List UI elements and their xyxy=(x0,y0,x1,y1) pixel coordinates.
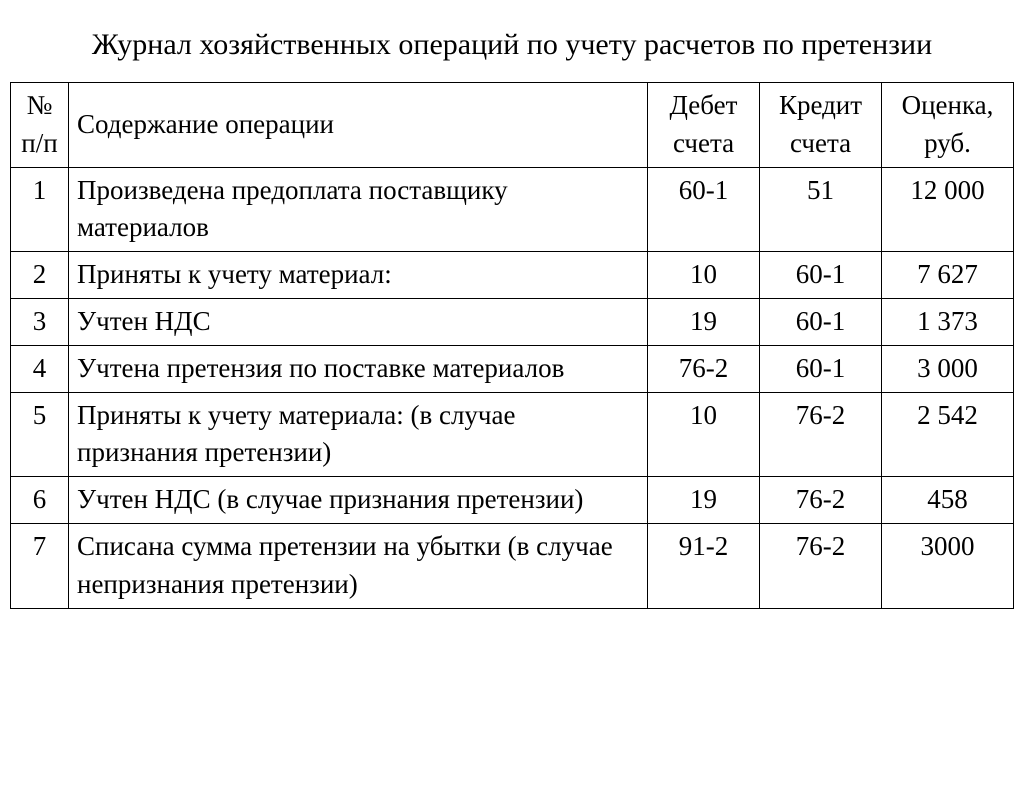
cell-amount: 12 000 xyxy=(882,167,1014,252)
table-row: 5 Приняты к учету материала: (в случае п… xyxy=(11,392,1014,477)
cell-num: 5 xyxy=(11,392,69,477)
table-row: 7 Списана сумма претензии на убытки (в с… xyxy=(11,523,1014,608)
col-header-desc: Содержание операции xyxy=(69,83,648,168)
table-body: 1 Произведена предоплата поставщику мате… xyxy=(11,167,1014,608)
cell-credit: 76-2 xyxy=(760,392,882,477)
cell-amount: 458 xyxy=(882,477,1014,524)
cell-desc: Учтен НДС xyxy=(69,298,648,345)
cell-amount: 2 542 xyxy=(882,392,1014,477)
cell-desc: Учтен НДС (в случае признания претензии) xyxy=(69,477,648,524)
cell-num: 3 xyxy=(11,298,69,345)
cell-debit: 19 xyxy=(648,477,760,524)
cell-credit: 76-2 xyxy=(760,477,882,524)
col-header-debit: Дебет счета xyxy=(648,83,760,168)
cell-desc: Учтена претензия по поставке материалов xyxy=(69,345,648,392)
col-header-credit: Кредит счета xyxy=(760,83,882,168)
cell-num: 1 xyxy=(11,167,69,252)
cell-num: 6 xyxy=(11,477,69,524)
cell-num: 4 xyxy=(11,345,69,392)
col-header-amount: Оценка, руб. xyxy=(882,83,1014,168)
cell-amount: 3000 xyxy=(882,523,1014,608)
cell-amount: 7 627 xyxy=(882,252,1014,299)
cell-credit: 60-1 xyxy=(760,345,882,392)
cell-debit: 19 xyxy=(648,298,760,345)
cell-amount: 3 000 xyxy=(882,345,1014,392)
cell-amount: 1 373 xyxy=(882,298,1014,345)
cell-debit: 91-2 xyxy=(648,523,760,608)
cell-desc: Приняты к учету материала: (в случае при… xyxy=(69,392,648,477)
table-row: 6 Учтен НДС (в случае признания претензи… xyxy=(11,477,1014,524)
cell-credit: 51 xyxy=(760,167,882,252)
cell-credit: 60-1 xyxy=(760,252,882,299)
cell-desc: Приняты к учету материал: xyxy=(69,252,648,299)
cell-credit: 76-2 xyxy=(760,523,882,608)
table-row: 4 Учтена претензия по поставке материало… xyxy=(11,345,1014,392)
page-title: Журнал хозяйственных операций по учету р… xyxy=(40,28,984,62)
table-header-row: № п/п Содержание операции Дебет счета Кр… xyxy=(11,83,1014,168)
cell-debit: 10 xyxy=(648,252,760,299)
table-row: 2 Приняты к учету материал: 10 60-1 7 62… xyxy=(11,252,1014,299)
cell-debit: 76-2 xyxy=(648,345,760,392)
cell-desc: Списана сумма претензии на убытки (в слу… xyxy=(69,523,648,608)
cell-num: 7 xyxy=(11,523,69,608)
cell-credit: 60-1 xyxy=(760,298,882,345)
cell-debit: 10 xyxy=(648,392,760,477)
table-row: 3 Учтен НДС 19 60-1 1 373 xyxy=(11,298,1014,345)
cell-desc: Произведена предоплата поставщику матери… xyxy=(69,167,648,252)
col-header-num: № п/п xyxy=(11,83,69,168)
cell-debit: 60-1 xyxy=(648,167,760,252)
table-row: 1 Произведена предоплата поставщику мате… xyxy=(11,167,1014,252)
cell-num: 2 xyxy=(11,252,69,299)
operations-table: № п/п Содержание операции Дебет счета Кр… xyxy=(10,82,1014,609)
